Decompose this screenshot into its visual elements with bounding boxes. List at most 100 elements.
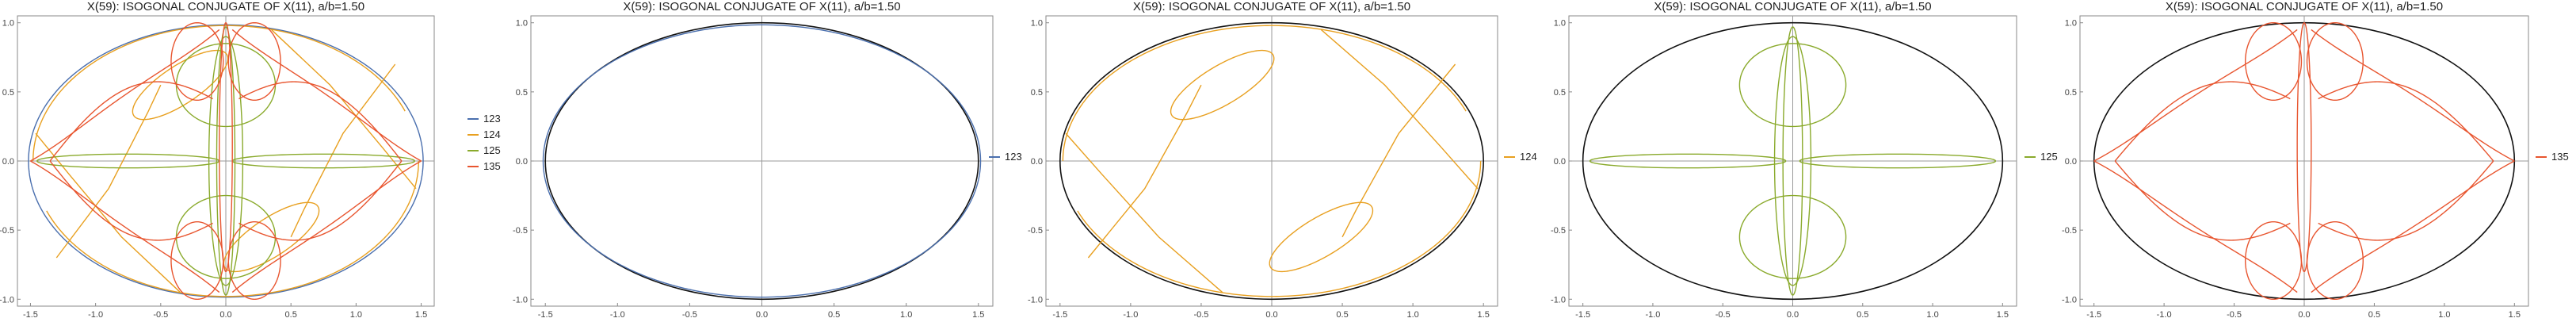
series-line-135 <box>2093 160 2298 293</box>
x-tick-label: -1.0 <box>610 310 625 320</box>
series-line-124 <box>1087 84 1202 259</box>
chart-title: X(59): ISOGONAL CONJUGATE OF X(11), a/b=… <box>87 0 364 13</box>
series-line-124 <box>46 160 419 297</box>
series-135 <box>2093 21 2515 300</box>
y-tick-label: 1.0 <box>1554 19 1566 29</box>
series-line-123 <box>542 24 982 298</box>
series-line-124 <box>223 201 320 273</box>
x-tick-label: 1.5 <box>1478 310 1490 320</box>
y-tick-label: -1.0 <box>1028 295 1043 305</box>
series-line-135 <box>239 160 403 241</box>
chart-panel-1: X(59): ISOGONAL CONJUGATE OF X(11), a/b=… <box>0 0 501 320</box>
chart-panel-4: X(59): ISOGONAL CONJUGATE OF X(11), a/b=… <box>1551 0 2058 320</box>
series-line-125 <box>208 36 244 286</box>
y-tick-label: -0.5 <box>2062 226 2077 236</box>
y-tick-label: -1.0 <box>513 295 528 305</box>
series-line-124 <box>55 84 162 259</box>
chart-title: X(59): ISOGONAL CONJUGATE OF X(11), a/b=… <box>1654 0 1931 13</box>
x-tick-label: 0.5 <box>1857 310 1868 320</box>
reference-ellipse <box>1059 21 1484 301</box>
legend-label-125: 125 <box>2040 151 2058 163</box>
series-line-135 <box>2311 160 2515 293</box>
x-tick-label: 0.0 <box>1787 310 1799 320</box>
series-line-125 <box>1782 26 1803 296</box>
series-line-124 <box>132 49 229 121</box>
series-line-135 <box>227 22 281 102</box>
series-line-135 <box>2114 81 2291 162</box>
series-line-135 <box>231 29 422 162</box>
series-line-124 <box>1062 25 1467 162</box>
x-tick-label: 0.0 <box>219 310 231 320</box>
series-line-124 <box>1269 201 1374 273</box>
y-tick-label: 0.5 <box>516 88 528 98</box>
y-tick-label: -0.5 <box>513 226 528 236</box>
series-124 <box>1062 25 1482 297</box>
series-line-124 <box>1170 49 1275 121</box>
reference-ellipse <box>1582 21 2004 301</box>
series-line-135 <box>30 29 220 162</box>
x-tick-label: 0.0 <box>1265 310 1277 320</box>
legend-label-125: 125 <box>483 144 501 156</box>
x-tick-label: 0.5 <box>2368 310 2380 320</box>
x-tick-label: -0.5 <box>1193 310 1208 320</box>
series-line-135 <box>2093 29 2298 162</box>
x-tick-label: -1.0 <box>1123 310 1138 320</box>
series-line-135 <box>2114 160 2291 241</box>
y-tick-label: 0.5 <box>1031 88 1043 98</box>
x-tick-label: 0.5 <box>1336 310 1348 320</box>
x-tick-label: 1.0 <box>1926 310 1938 320</box>
x-tick-label: -1.0 <box>88 310 103 320</box>
x-tick-label: -1.5 <box>538 310 553 320</box>
x-tick-label: 1.5 <box>1997 310 2009 320</box>
series-125 <box>1589 26 1997 296</box>
x-tick-label: -0.5 <box>682 310 697 320</box>
legend-label-124: 124 <box>483 128 501 140</box>
series-line-125 <box>1738 194 1847 279</box>
chart-panel-5: X(59): ISOGONAL CONJUGATE OF X(11), a/b=… <box>2062 0 2569 320</box>
chart-title: X(59): ISOGONAL CONJUGATE OF X(11), a/b=… <box>1133 0 1410 13</box>
y-tick-label: -1.0 <box>0 295 14 305</box>
series-line-135 <box>2245 220 2303 300</box>
series-line-125 <box>1773 36 1812 286</box>
x-tick-label: 0.0 <box>756 310 768 320</box>
x-tick-label: 1.5 <box>972 310 984 320</box>
y-tick-label: -1.0 <box>1551 295 1566 305</box>
series-line-124 <box>290 63 396 238</box>
y-tick-label: 0.5 <box>1554 88 1566 98</box>
x-tick-label: -1.5 <box>2086 310 2101 320</box>
y-tick-label: 0.0 <box>1031 157 1043 167</box>
chart-panel-3: X(59): ISOGONAL CONJUGATE OF X(11), a/b=… <box>1028 0 1537 320</box>
legend-label-135: 135 <box>483 160 501 172</box>
x-tick-label: -0.5 <box>153 310 168 320</box>
chart-panel-2: X(59): ISOGONAL CONJUGATE OF X(11), a/b=… <box>513 0 1022 320</box>
x-tick-label: 1.0 <box>350 310 362 320</box>
series-line-124 <box>1065 132 1223 293</box>
y-tick-label: 0.5 <box>2 88 14 98</box>
legend-label-123: 123 <box>1005 151 1022 163</box>
chart-title: X(59): ISOGONAL CONJUGATE OF X(11), a/b=… <box>2166 0 2443 13</box>
series-line-123 <box>28 24 424 298</box>
y-tick-label: -1.0 <box>2062 295 2077 305</box>
series-line-135 <box>231 160 422 293</box>
y-tick-label: 1.0 <box>2 19 14 29</box>
legend-label-123: 123 <box>483 113 501 125</box>
x-tick-label: 0.5 <box>285 310 297 320</box>
series-line-124 <box>1320 29 1479 190</box>
y-tick-label: 1.0 <box>1031 19 1043 29</box>
series-123 <box>542 24 982 298</box>
series-line-135 <box>219 21 233 273</box>
series-line-135 <box>30 160 220 293</box>
series-line-135 <box>2306 22 2364 102</box>
x-tick-label: -0.5 <box>2227 310 2242 320</box>
series-line-135 <box>2318 160 2494 241</box>
series-line-135 <box>2311 29 2515 162</box>
legend-label-124: 124 <box>1520 151 1537 163</box>
series-123 <box>28 24 424 298</box>
series-line-135 <box>49 81 213 162</box>
reference-ellipse <box>544 21 979 301</box>
y-tick-label: 0.0 <box>2065 157 2077 167</box>
series-line-135 <box>170 22 224 102</box>
series-line-124 <box>1341 63 1456 238</box>
x-tick-label: -1.0 <box>2157 310 2172 320</box>
x-tick-label: 1.5 <box>2509 310 2521 320</box>
